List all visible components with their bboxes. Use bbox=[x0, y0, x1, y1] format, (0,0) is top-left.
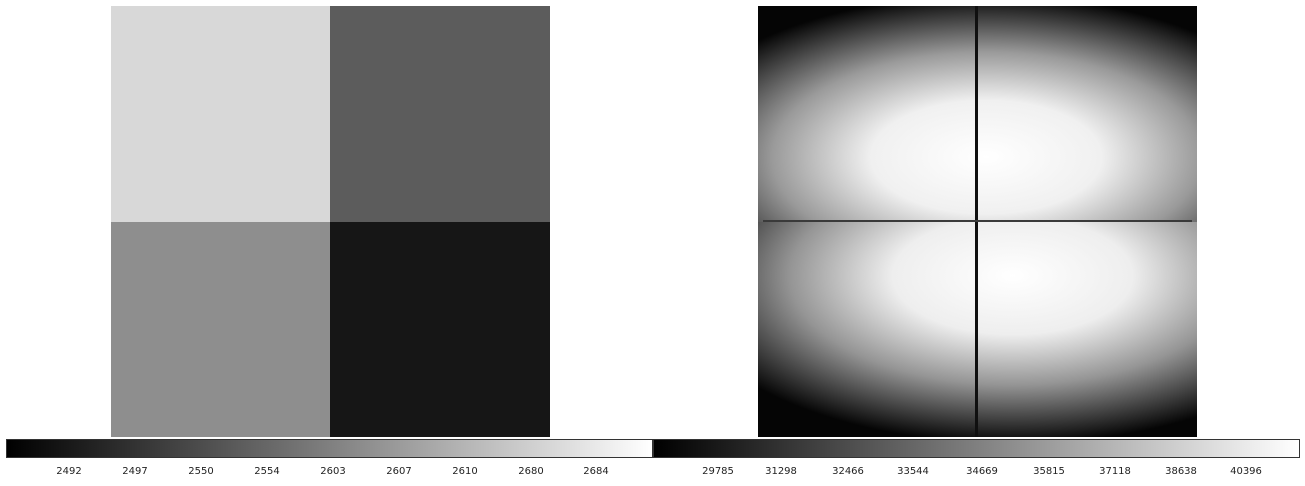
colorbar-tick-label: 31298 bbox=[765, 466, 797, 477]
colorbar-tick-label: 2550 bbox=[188, 466, 214, 477]
colorbar-tick-label: 2492 bbox=[56, 466, 82, 477]
colorbar-tick-label: 34669 bbox=[966, 466, 998, 477]
colorbar-tick-label: 32466 bbox=[832, 466, 864, 477]
colorbar-tick-label: 37118 bbox=[1099, 466, 1131, 477]
colorbar-tick-label: 2497 bbox=[122, 466, 148, 477]
quadrant-top-left bbox=[111, 6, 330, 222]
colorbar-tick-label: 2607 bbox=[386, 466, 412, 477]
quadrant-bottom-right bbox=[330, 222, 550, 437]
quadrant-noise-image bbox=[111, 6, 550, 437]
flatfield-image bbox=[758, 6, 1197, 437]
colorbar-tick-label: 2680 bbox=[518, 466, 544, 477]
quadrant-bottom-left bbox=[111, 222, 330, 437]
colorbar-tick-label: 2684 bbox=[583, 466, 609, 477]
right-colorbar-ticks: 29785 31298 32466 33544 34669 35815 3711… bbox=[653, 466, 1300, 482]
colorbar-tick-label: 35815 bbox=[1033, 466, 1065, 477]
right-image-panel bbox=[758, 6, 1197, 437]
left-colorbar-ticks: 2492 2497 2550 2554 2603 2607 2610 2680 … bbox=[6, 466, 653, 482]
colorbar-tick-label: 2554 bbox=[254, 466, 280, 477]
colorbar-tick-label: 2603 bbox=[320, 466, 346, 477]
left-image-panel bbox=[111, 6, 550, 437]
left-colorbar bbox=[6, 439, 653, 458]
colorbar-tick-label: 40396 bbox=[1230, 466, 1262, 477]
colorbar-tick-label: 2610 bbox=[452, 466, 478, 477]
colorbar-tick-label: 33544 bbox=[897, 466, 929, 477]
right-colorbar bbox=[653, 439, 1300, 458]
quadrant-top-right bbox=[330, 6, 550, 222]
horizontal-divider bbox=[763, 220, 1192, 222]
colorbar-tick-label: 38638 bbox=[1165, 466, 1197, 477]
colorbar-tick-label: 29785 bbox=[702, 466, 734, 477]
